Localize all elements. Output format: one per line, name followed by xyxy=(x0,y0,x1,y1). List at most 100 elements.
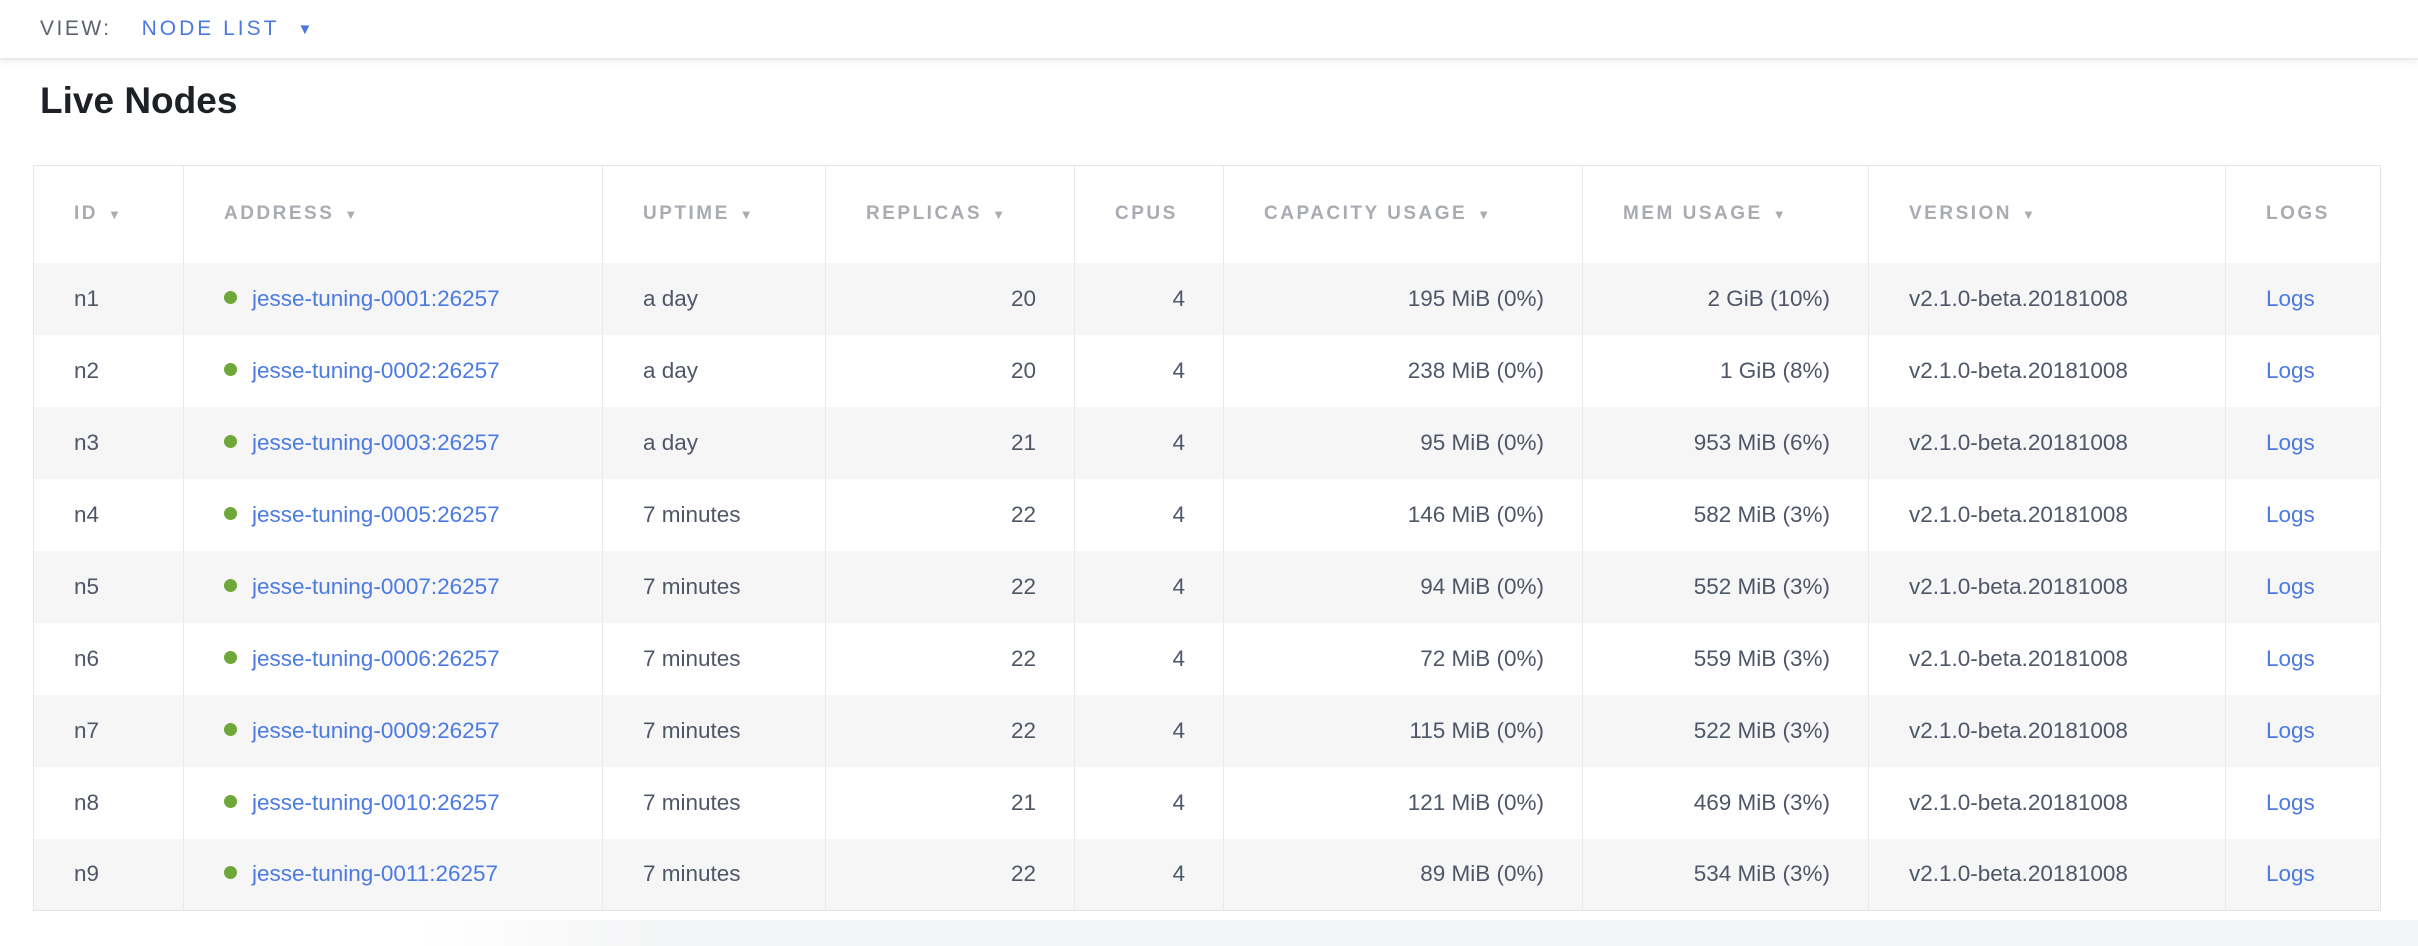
cell-version: v2.1.0-beta.20181008 xyxy=(1868,622,2226,695)
sort-desc-icon: ▼ xyxy=(2022,207,2038,223)
table-row: n2 jesse-tuning-0002:26257 a day 20 4 23… xyxy=(33,334,2381,407)
cell-cpus: 4 xyxy=(1074,550,1224,623)
caret-down-icon: ▼ xyxy=(297,20,313,38)
cell-node-id: n5 xyxy=(33,550,184,623)
cell-mem-usage: 522 MiB (3%) xyxy=(1582,694,1869,767)
cell-cpus: 4 xyxy=(1074,694,1224,767)
cell-mem-usage: 469 MiB (3%) xyxy=(1582,766,1869,839)
cell-mem-usage: 552 MiB (3%) xyxy=(1582,550,1869,623)
cell-node-id: n6 xyxy=(33,622,184,695)
cell-replicas: 21 xyxy=(825,766,1075,839)
column-header-cpus: CPUS xyxy=(1074,165,1224,263)
cell-cpus: 4 xyxy=(1074,838,1224,911)
logs-link[interactable]: Logs xyxy=(2266,357,2315,383)
node-live-icon xyxy=(224,434,237,448)
cell-address: jesse-tuning-0003:26257 xyxy=(183,406,603,479)
cell-cpus: 4 xyxy=(1074,622,1224,695)
cell-mem-usage: 582 MiB (3%) xyxy=(1582,478,1869,551)
live-nodes-table: ID ▼ ADDRESS ▼ UPTIME ▼ REPLICAS ▼ CPUS CAPA… xyxy=(33,165,2381,911)
column-header-version[interactable]: VERSION ▼ xyxy=(1868,165,2226,263)
table-row: n9 jesse-tuning-0011:26257 7 minutes 22 … xyxy=(33,838,2381,911)
cell-logs: Logs xyxy=(2226,623,2381,695)
sort-desc-icon: ▼ xyxy=(344,207,360,223)
address-link[interactable]: jesse-tuning-0006:26257 xyxy=(252,645,500,671)
column-header-logs: LOGS xyxy=(2225,165,2381,263)
cell-node-id: n1 xyxy=(33,262,184,335)
cell-logs: Logs xyxy=(2226,407,2381,479)
column-header-mem-usage[interactable]: MEM USAGE ▼ xyxy=(1582,165,1869,263)
cell-address: jesse-tuning-0011:26257 xyxy=(183,838,603,911)
cell-uptime: a day xyxy=(602,406,826,479)
cell-logs: Logs xyxy=(2226,335,2381,407)
cell-address: jesse-tuning-0009:26257 xyxy=(183,694,603,767)
column-header-address[interactable]: ADDRESS ▼ xyxy=(183,165,603,263)
logs-link[interactable]: Logs xyxy=(2266,717,2315,743)
address-link[interactable]: jesse-tuning-0009:26257 xyxy=(252,717,500,743)
view-label: VIEW: xyxy=(40,17,112,40)
cell-node-id: n3 xyxy=(33,406,184,479)
node-live-icon xyxy=(224,794,237,808)
address-link[interactable]: jesse-tuning-0001:26257 xyxy=(252,285,500,311)
logs-link[interactable]: Logs xyxy=(2266,789,2315,815)
cell-uptime: 7 minutes xyxy=(602,694,826,767)
cell-capacity-usage: 121 MiB (0%) xyxy=(1223,766,1583,839)
cell-node-id: n7 xyxy=(33,694,184,767)
node-live-icon xyxy=(224,866,237,880)
logs-link[interactable]: Logs xyxy=(2266,861,2315,887)
logs-link[interactable]: Logs xyxy=(2266,645,2315,671)
table-row: n8 jesse-tuning-0010:26257 7 minutes 21 … xyxy=(33,766,2381,839)
column-header-replicas[interactable]: REPLICAS ▼ xyxy=(825,165,1075,263)
page-title: Live Nodes xyxy=(40,80,238,121)
cell-replicas: 21 xyxy=(825,406,1075,479)
cell-cpus: 4 xyxy=(1074,766,1224,839)
sort-desc-icon: ▼ xyxy=(992,207,1008,223)
address-link[interactable]: jesse-tuning-0010:26257 xyxy=(252,789,500,815)
cell-node-id: n2 xyxy=(33,334,184,407)
cell-replicas: 22 xyxy=(825,550,1075,623)
header-row: ID ▼ ADDRESS ▼ UPTIME ▼ REPLICAS ▼ CPUS CAPA… xyxy=(33,165,2381,263)
logs-link[interactable]: Logs xyxy=(2266,501,2315,527)
cell-uptime: 7 minutes xyxy=(602,478,826,551)
logs-link[interactable]: Logs xyxy=(2266,285,2315,311)
cell-capacity-usage: 146 MiB (0%) xyxy=(1223,478,1583,551)
column-header-uptime[interactable]: UPTIME ▼ xyxy=(602,165,826,263)
table-row: n3 jesse-tuning-0003:26257 a day 21 4 95… xyxy=(33,406,2381,479)
logs-link[interactable]: Logs xyxy=(2266,573,2315,599)
address-link[interactable]: jesse-tuning-0007:26257 xyxy=(252,573,500,599)
cell-capacity-usage: 89 MiB (0%) xyxy=(1223,838,1583,911)
cell-logs: Logs xyxy=(2226,263,2381,335)
cell-address: jesse-tuning-0007:26257 xyxy=(183,550,603,623)
cell-mem-usage: 953 MiB (6%) xyxy=(1582,406,1869,479)
cell-cpus: 4 xyxy=(1074,262,1224,335)
cell-logs: Logs xyxy=(2226,551,2381,623)
cell-version: v2.1.0-beta.20181008 xyxy=(1868,334,2226,407)
cell-mem-usage: 559 MiB (3%) xyxy=(1582,622,1869,695)
cell-address: jesse-tuning-0002:26257 xyxy=(183,334,603,407)
cell-cpus: 4 xyxy=(1074,406,1224,479)
cell-capacity-usage: 95 MiB (0%) xyxy=(1223,406,1583,479)
view-dropdown-value: NODE LIST xyxy=(141,17,280,40)
sort-desc-icon: ▼ xyxy=(108,207,124,223)
address-link[interactable]: jesse-tuning-0002:26257 xyxy=(252,357,500,383)
cell-capacity-usage: 72 MiB (0%) xyxy=(1223,622,1583,695)
cell-uptime: 7 minutes xyxy=(602,622,826,695)
cell-capacity-usage: 115 MiB (0%) xyxy=(1223,694,1583,767)
table-row: n5 jesse-tuning-0007:26257 7 minutes 22 … xyxy=(33,550,2381,623)
cell-node-id: n8 xyxy=(33,766,184,839)
view-dropdown[interactable]: NODE LIST ▼ xyxy=(142,17,313,41)
node-live-icon xyxy=(224,362,237,376)
address-link[interactable]: jesse-tuning-0003:26257 xyxy=(252,429,500,455)
cell-logs: Logs xyxy=(2226,839,2381,911)
cell-mem-usage: 534 MiB (3%) xyxy=(1582,838,1869,911)
logs-link[interactable]: Logs xyxy=(2266,429,2315,455)
cell-replicas: 22 xyxy=(825,478,1075,551)
column-header-capacity-usage[interactable]: CAPACITY USAGE ▼ xyxy=(1223,165,1583,263)
cell-uptime: a day xyxy=(602,334,826,407)
column-header-id[interactable]: ID ▼ xyxy=(33,165,184,263)
address-link[interactable]: jesse-tuning-0011:26257 xyxy=(252,861,499,887)
cell-logs: Logs xyxy=(2226,479,2381,551)
cell-address: jesse-tuning-0001:26257 xyxy=(183,262,603,335)
cell-address: jesse-tuning-0006:26257 xyxy=(183,622,603,695)
address-link[interactable]: jesse-tuning-0005:26257 xyxy=(252,501,500,527)
cell-logs: Logs xyxy=(2226,695,2381,767)
